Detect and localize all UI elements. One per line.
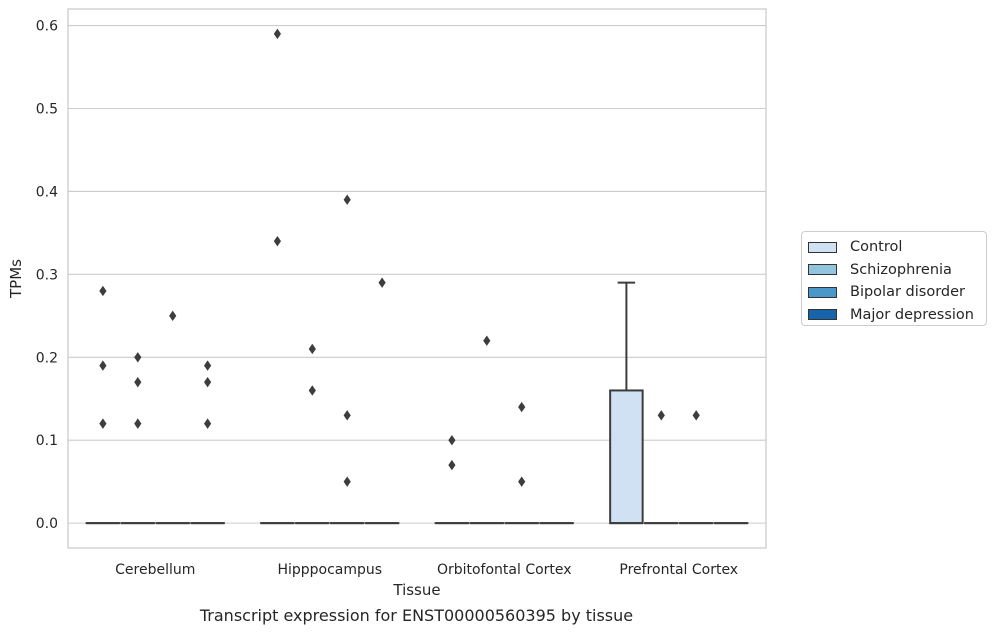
outlier-control-hipppocampus [273,28,281,40]
legend-item-bipolar-disorder[interactable]: Bipolar disorder [808,281,986,304]
legend-label-bipolar-disorder: Bipolar disorder [850,284,965,301]
outlier-control-orbitofontal-cortex [448,459,456,471]
grid-lines [68,25,766,524]
outlier-bipolar-disorder-hipppocampus [343,194,351,205]
outlier-schizophrenia-hipppocampus [308,343,316,355]
outlier-major-depression-cerebellum [204,360,212,371]
plot-marks [85,28,749,525]
y-axis-label: TPMs [7,259,25,299]
legend-label-control: Control [850,239,903,256]
legend: Control Schizophrenia Bipolar disorder M… [801,231,987,326]
outlier-schizophrenia-prefrontal-cortex [657,410,665,421]
x-tick-label: Orbitofontal Cortex [437,562,572,578]
legend-swatch-major-depression [808,309,837,321]
legend-swatch-bipolar-disorder [808,286,837,298]
legend-swatch-control [808,241,837,253]
legend-swatch-schizophrenia [808,264,837,276]
x-tick-label: Hipppocampus [277,562,382,578]
legend-item-schizophrenia[interactable]: Schizophrenia [808,259,986,282]
outlier-major-depression-hipppocampus [378,277,386,288]
x-axis-ticks: Cerebellum Hipppocampus Orbitofontal Corte… [115,562,738,578]
outlier-bipolar-disorder-orbitofontal-cortex [518,401,526,413]
outlier-control-cerebellum [99,360,107,371]
y-tick-label: 0.1 [36,433,58,449]
y-tick-label: 0.4 [36,184,58,200]
y-tick-label: 0.5 [36,102,58,118]
y-axis-ticks: 0.0 0.1 0.2 0.3 0.4 0.5 0.6 [36,19,58,533]
outlier-bipolar-disorder-orbitofontal-cortex [518,476,526,487]
outlier-schizophrenia-orbitofontal-cortex [483,335,491,346]
legend-item-major-depression[interactable]: Major depression [808,304,986,327]
plot-frame [67,8,767,549]
outlier-schizophrenia-hipppocampus [308,385,316,396]
y-tick-label: 0.0 [36,516,58,532]
chart-caption: Transcript expression for ENST0000056039… [199,606,634,625]
box-control-prefrontal-cortex [609,389,644,525]
legend-item-control[interactable]: Control [808,236,986,259]
x-tick-label: Cerebellum [115,562,195,578]
y-tick-label: 0.3 [36,267,58,283]
x-tick-label: Prefrontal Cortex [619,562,738,578]
outlier-major-depression-cerebellum [204,418,212,429]
legend-label-schizophrenia: Schizophrenia [850,261,952,278]
outlier-bipolar-disorder-hipppocampus [343,476,351,487]
outlier-bipolar-disorder-hipppocampus [343,410,351,421]
y-tick-label: 0.6 [36,19,58,35]
y-tick-label: 0.2 [36,350,58,366]
legend-label-major-depression: Major depression [850,306,974,323]
outlier-schizophrenia-cerebellum [134,352,142,363]
outlier-bipolar-disorder-prefrontal-cortex [692,410,700,421]
outlier-major-depression-cerebellum [204,376,212,388]
outlier-control-hipppocampus [273,235,281,247]
outlier-control-orbitofontal-cortex [448,435,456,446]
x-axis-label: Tissue [392,581,440,599]
outlier-bipolar-disorder-cerebellum [169,310,177,322]
outlier-control-cerebellum [99,418,107,429]
outlier-control-cerebellum [99,285,107,297]
outlier-schizophrenia-cerebellum [134,418,142,429]
outlier-schizophrenia-cerebellum [134,376,142,388]
